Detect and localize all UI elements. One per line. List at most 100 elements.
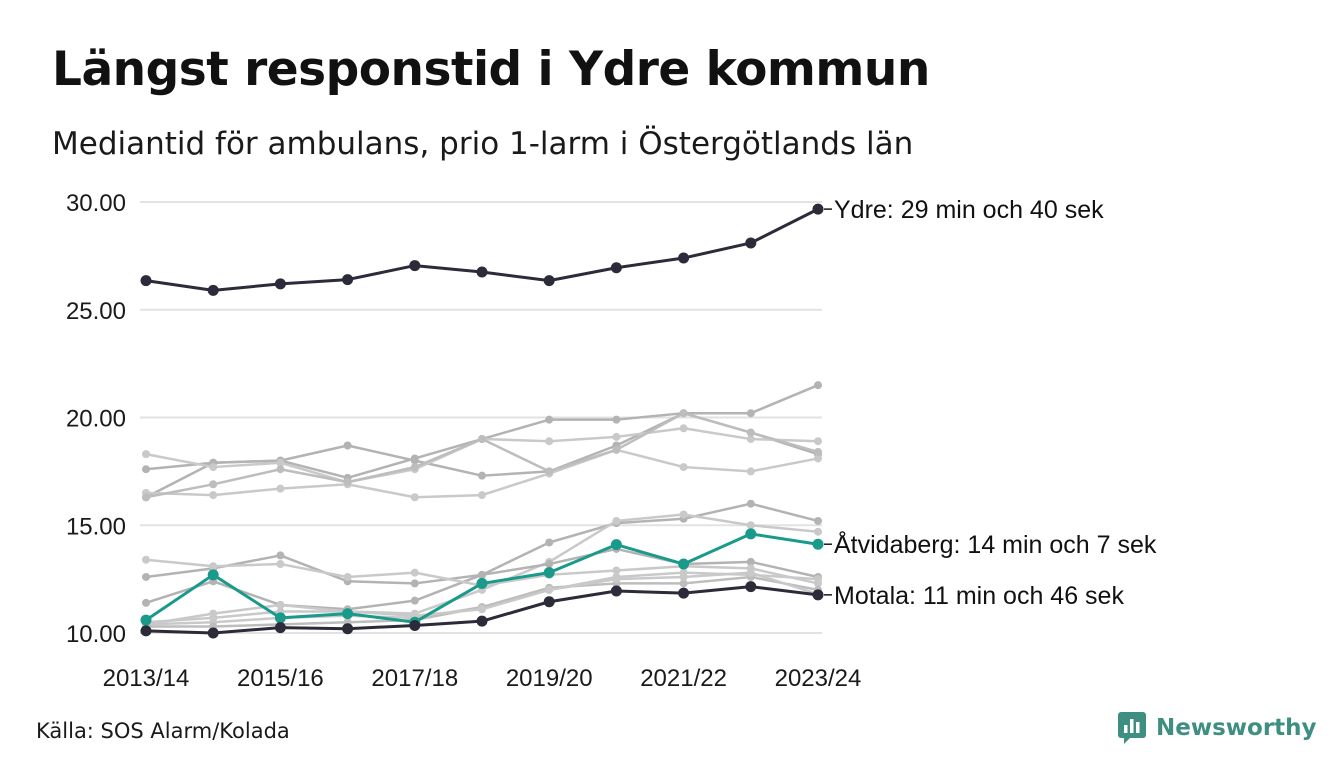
page-subtitle: Mediantid för ambulans, prio 1-larm i Ös… xyxy=(52,126,914,162)
data-point xyxy=(343,572,352,581)
data-point xyxy=(812,203,824,215)
x-tick-label: 2013/14 xyxy=(103,665,190,692)
x-tick-label: 2019/20 xyxy=(506,665,593,692)
data-point xyxy=(745,237,757,249)
data-point xyxy=(409,260,421,272)
data-point xyxy=(142,572,150,581)
data-point xyxy=(812,589,824,601)
data-point xyxy=(142,465,150,474)
newsworthy-logo-icon xyxy=(1118,712,1146,744)
data-point xyxy=(410,456,419,465)
data-point xyxy=(610,585,622,597)
data-point xyxy=(543,275,555,287)
data-point xyxy=(476,577,488,589)
series-end-label: Åtvidaberg: 14 min och 7 sek xyxy=(834,529,1157,559)
page-title: Längst responstid i Ydre kommun xyxy=(52,42,930,97)
data-point xyxy=(140,625,152,637)
brand-badge[interactable]: Newsworthy xyxy=(1118,712,1317,744)
x-tick-label: 2017/18 xyxy=(371,665,458,692)
data-point xyxy=(343,441,352,450)
brand-name: Newsworthy xyxy=(1156,715,1317,741)
data-point xyxy=(409,619,421,631)
series-line xyxy=(145,207,819,292)
data-point xyxy=(276,484,285,493)
data-point xyxy=(745,528,757,540)
data-point xyxy=(746,499,755,508)
data-point xyxy=(545,415,554,424)
data-point xyxy=(410,568,419,577)
y-tick-label: 20.00 xyxy=(66,406,126,433)
data-point xyxy=(142,450,150,459)
data-point xyxy=(612,445,621,454)
data-point xyxy=(410,596,419,605)
data-point xyxy=(746,568,755,577)
data-point xyxy=(610,262,622,274)
data-point xyxy=(207,627,219,639)
data-point xyxy=(612,415,621,424)
series-motala xyxy=(140,581,824,639)
series-other-7 xyxy=(142,409,822,502)
data-point xyxy=(142,493,150,502)
data-point xyxy=(678,587,690,599)
data-point xyxy=(142,555,150,564)
data-point xyxy=(276,600,285,609)
data-point xyxy=(209,491,218,500)
data-point xyxy=(679,510,688,519)
y-tick-label: 10.00 xyxy=(66,621,126,648)
data-point xyxy=(746,435,755,444)
data-point xyxy=(545,437,554,446)
data-point xyxy=(745,581,757,593)
data-point xyxy=(545,585,554,594)
data-point xyxy=(274,622,286,634)
x-axis-ticks: 2013/14 2015/16 2017/18 2019/20 2021/22 2023/… xyxy=(103,665,862,692)
data-point xyxy=(343,478,352,487)
data-point xyxy=(410,493,419,502)
data-point xyxy=(410,463,419,472)
data-point xyxy=(209,480,218,489)
data-point xyxy=(678,558,690,570)
data-point xyxy=(209,463,218,472)
data-point xyxy=(545,538,554,547)
series-end-label: Ydre: 29 min och 40 sek xyxy=(834,196,1104,224)
data-point xyxy=(276,551,285,560)
data-point xyxy=(274,612,286,624)
data-point xyxy=(478,570,486,579)
data-point xyxy=(679,409,688,418)
data-point xyxy=(478,605,486,614)
series-åtvidaberg xyxy=(140,528,824,628)
data-point xyxy=(478,435,486,444)
data-point xyxy=(342,623,354,635)
data-point xyxy=(612,575,621,584)
data-point xyxy=(679,424,688,433)
highlighted-series xyxy=(140,203,824,639)
data-point xyxy=(209,613,218,622)
data-point xyxy=(140,275,152,287)
data-point xyxy=(478,491,486,500)
data-point xyxy=(274,278,286,290)
data-point xyxy=(679,579,688,588)
data-point xyxy=(612,516,621,525)
y-axis-ticks: 10.00 15.00 20.00 25.00 30.00 xyxy=(66,190,126,648)
data-point xyxy=(276,465,285,474)
data-point xyxy=(410,579,419,588)
data-point xyxy=(814,454,822,463)
y-tick-label: 25.00 xyxy=(66,298,126,325)
series-other-6 xyxy=(142,445,822,502)
series-ydre xyxy=(140,203,824,296)
source-note: Källa: SOS Alarm/Kolada xyxy=(36,719,290,743)
data-point xyxy=(814,381,822,390)
y-tick-label: 30.00 xyxy=(66,190,126,217)
data-point xyxy=(812,538,824,550)
data-point xyxy=(476,615,488,627)
data-point xyxy=(612,566,621,575)
data-point xyxy=(207,569,219,581)
series-end-labels: Ydre: 29 min och 40 sek Åtvidaberg: 14 mi… xyxy=(824,196,1157,610)
data-point xyxy=(679,463,688,472)
data-point xyxy=(140,614,152,626)
data-point xyxy=(476,266,488,278)
data-point xyxy=(207,284,219,296)
data-point xyxy=(746,467,755,476)
series-line xyxy=(145,411,819,499)
data-point xyxy=(545,560,554,569)
data-point xyxy=(814,527,822,536)
